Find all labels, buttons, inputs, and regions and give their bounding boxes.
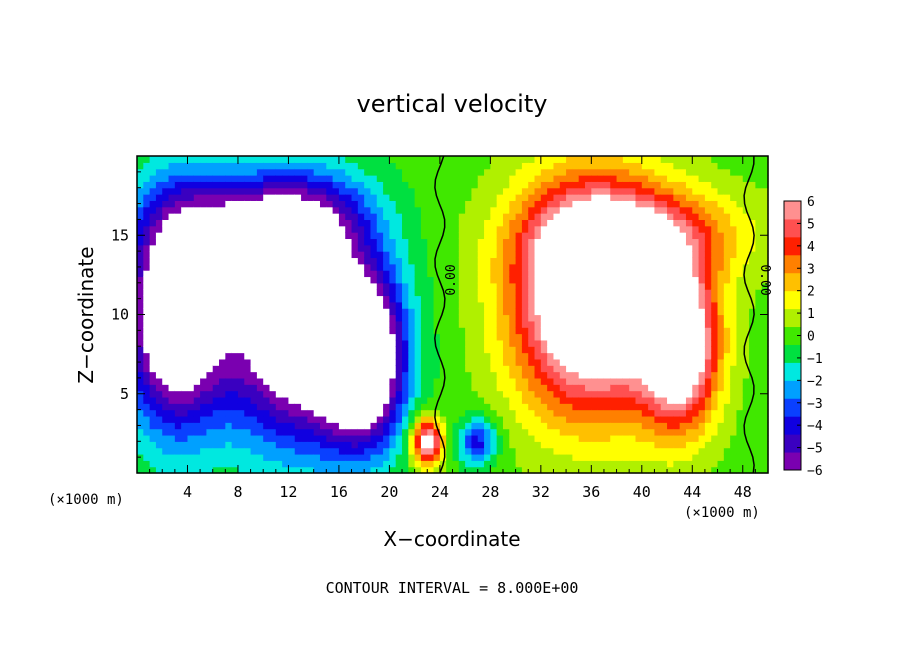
- colorbar-swatch: [784, 452, 801, 471]
- colorbar-swatch: [784, 344, 801, 363]
- colorbar-swatch: [784, 362, 801, 381]
- colorbar-swatch: [784, 416, 801, 435]
- x-axis-label: X−coordinate: [383, 527, 520, 551]
- colorbar-tick-label: 6: [807, 195, 815, 210]
- colorbar-swatch: [784, 308, 801, 328]
- colorbar-tick-label: −5: [807, 442, 823, 457]
- colorbar-tick-label: −4: [807, 419, 823, 434]
- colorbar-swatch: [784, 254, 801, 274]
- y-tick-label: 15: [111, 226, 129, 244]
- colorbar-swatch: [784, 434, 801, 453]
- x-tick-label: 44: [683, 483, 701, 501]
- colorbar-tick-label: 3: [807, 262, 815, 277]
- colorbar-swatch: [784, 326, 801, 345]
- x-tick-label: 28: [481, 483, 499, 501]
- y-axis-label: Z−coordinate: [74, 246, 98, 383]
- colorbar-tick-label: 5: [807, 217, 815, 232]
- colorbar-tick-label: 4: [807, 240, 815, 255]
- x-tick-label: 4: [183, 483, 192, 501]
- x-tick-label: 16: [330, 483, 348, 501]
- colorbar-swatch: [784, 218, 801, 238]
- colorbar-swatch: [784, 380, 801, 399]
- contour-interval-note: CONTOUR INTERVAL = 8.000E+00: [326, 579, 579, 597]
- x-axis-ticks: 4 8 12 16 20 24 28 32 36 40 44 48: [149, 156, 756, 501]
- x-unit-left: (×1000 m): [48, 492, 124, 508]
- chart-title: vertical velocity: [357, 90, 548, 118]
- x-tick-label: 8: [233, 483, 242, 501]
- x-tick-label: 20: [380, 483, 398, 501]
- colorbar-swatch: [784, 236, 801, 256]
- x-tick-label: 32: [532, 483, 550, 501]
- contour-label-zero-left: 0.00: [444, 264, 459, 295]
- colorbar-tick-label: −1: [807, 352, 823, 367]
- x-tick-label: 24: [431, 483, 449, 501]
- colorbar: 6 5 4 3 2 1 0 −1 −2 −3 −4 −5 −6: [783, 195, 823, 479]
- x-tick-label: 36: [582, 483, 600, 501]
- colorbar-tick-label: −3: [807, 397, 823, 412]
- velocity-field: [137, 156, 769, 474]
- y-axis-ticks: 5 10 15: [111, 171, 768, 458]
- colorbar-tick-label: 2: [807, 285, 815, 300]
- y-tick-label: 10: [111, 306, 129, 324]
- colorbar-swatch: [784, 290, 801, 310]
- x-tick-label: 40: [633, 483, 651, 501]
- colorbar-swatch: [784, 272, 801, 292]
- colorbar-tick-label: 1: [807, 307, 815, 322]
- y-tick-label: 5: [120, 385, 129, 403]
- colorbar-tick-label: −6: [807, 464, 823, 479]
- colorbar-tick-label: −2: [807, 374, 823, 389]
- colorbar-tick-label: 0: [807, 330, 815, 345]
- zero-contour-line: [743, 155, 755, 474]
- x-tick-label: 48: [734, 483, 752, 501]
- zero-contour-line: [434, 155, 446, 474]
- x-tick-label: 12: [279, 483, 297, 501]
- colorbar-swatch: [784, 398, 801, 417]
- zero-contour-lines: [434, 155, 755, 474]
- colorbar-swatch: [784, 201, 801, 220]
- x-unit-right: (×1000 m): [684, 505, 760, 521]
- contour-label-zero-right: 0.00: [757, 264, 772, 295]
